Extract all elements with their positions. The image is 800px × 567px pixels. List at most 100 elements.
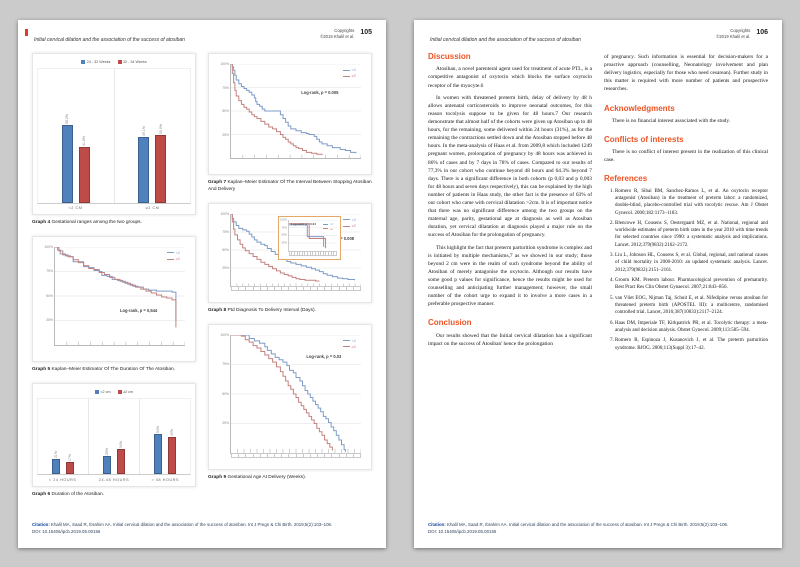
legend-swatch: [117, 389, 122, 394]
discussion-body: Atosiban, a novel parenteral agent used …: [428, 65, 592, 312]
km-curve-≥2: [55, 247, 176, 327]
log-rank-annotation: Log-rank, p = 0.04: [291, 221, 316, 226]
bar-value-label: 49.1%: [141, 126, 146, 136]
citation-text: Khalil MA, Saad R, Ibrahim AA. Initial c…: [447, 522, 729, 528]
list-item: Atosiban, a novel parenteral agent used …: [428, 66, 592, 89]
km-legend: <2 ≥2: [340, 336, 358, 351]
doi-text: DOI: 10.15406/ipcb.2019.05.00156: [428, 529, 497, 535]
legend-entry: <2: [342, 217, 356, 223]
list-item: Blencowe H, Cousens S, Oestergaard MZ, e…: [615, 220, 768, 249]
bar-value-label: 21%: [54, 450, 58, 458]
references-heading: References: [604, 174, 648, 184]
km-inset-chart: 100% 75% 50% 25% <2 ≥2 Log-rank, p = 0.04: [279, 217, 340, 259]
bar: [103, 455, 111, 475]
category-axis: < 24 HOURS 24-48 HOURS > 48 HOURS: [48, 477, 180, 482]
km-legend: <2 ≥2: [340, 66, 358, 81]
km-curve-<2: [289, 225, 324, 247]
log-rank-annotation: Log-rank, p = 0.03: [306, 353, 342, 359]
graph-4-caption-text: Gestational ranges among the two groups.: [51, 220, 142, 225]
km-curve-≥2: [231, 335, 332, 451]
graph-6-label: Graph 6: [32, 491, 51, 497]
running-title: Initial cervical dilation and the associ…: [430, 37, 581, 43]
km-curve-<2: [231, 64, 356, 153]
copyright-word: Copyrights: [730, 28, 751, 33]
km-curve-≥2: [289, 224, 326, 249]
graph-8-caption: Graph 8 Ptd Diagnosis To Delivery Interv…: [208, 308, 372, 315]
page-header: Initial cervical dilation and the associ…: [25, 28, 372, 46]
list-item: Haas DM, Imperiale TF, Kirkpatrick PR, e…: [615, 320, 768, 335]
bar: [138, 136, 150, 203]
km-legend: <2 ≥2: [340, 215, 358, 231]
graph-6-caption-text: Duration of the Atosiban.: [51, 491, 105, 497]
graph-4-bar-chart: 24 - 32 Weeks 32 - 34 Weeks 58.2% 41.8% 49.1…: [32, 53, 196, 215]
bar-value-label: 41.8%: [82, 135, 87, 146]
y-tick-label: 100%: [220, 212, 229, 217]
bar: [117, 448, 125, 475]
bar-value-label: 50.9%: [158, 123, 163, 134]
y-tick-label: 75%: [46, 269, 53, 274]
bar-group: 49.1% 50.9%: [115, 69, 191, 203]
citation-label: Citation:: [428, 522, 446, 528]
y-tick-label: 50%: [222, 109, 229, 114]
list-item: Liu L, Johnson HL, Cousens S, et al. Glo…: [615, 252, 768, 274]
page-header: Initial cervical dilation and the associ…: [428, 28, 768, 46]
graph-5-caption-text: Kaplan–Meier Estimator Of The Duration O…: [51, 366, 176, 372]
bar-group: 21% 17%: [38, 398, 89, 475]
conclusion-heading: Conclusion: [428, 318, 472, 328]
log-rank-annotation: Log-rank, p = 0.005: [301, 90, 339, 96]
graph-7-km-chart: 100% 75% 50% 25% <2 ≥2 Log-rank, p = 0.005: [208, 53, 372, 175]
km-curve-≥2: [231, 64, 322, 155]
copyright-word: Copyrights: [334, 28, 355, 33]
graph-4-label: Graph 4: [32, 220, 51, 225]
legend-entry: ≥2 cm: [117, 389, 133, 394]
y-tick-label: 100%: [220, 333, 229, 338]
bar-value-label: 58.2%: [65, 113, 70, 124]
graph-4-caption: Graph 4 Gestational ranges among the two…: [32, 220, 196, 227]
copyright-note: Copyrights ©2019 Khalil et al.: [320, 28, 354, 39]
bar-value-label: 54%: [156, 425, 160, 433]
citation-label: Citation:: [32, 522, 50, 528]
y-tick-label: 100%: [220, 62, 229, 67]
graph7: 100% 75% 50% 25% <2 ≥2 Log-rank, p = 0.005: [213, 58, 367, 170]
conflicts-heading: Conflicts of interests: [604, 134, 684, 144]
graph-7-caption: Graph 7 Kaplan–Meier Estimator Of The In…: [208, 180, 372, 194]
page-number: 106: [756, 29, 768, 36]
acknowledgments-heading: Acknowledgments: [604, 103, 675, 113]
y-tick-label: 100%: [280, 218, 287, 222]
acknowledgments-text: There is no financial interest associate…: [612, 117, 731, 124]
legend-entry: ≥2: [166, 256, 180, 262]
conflicts-text: There is no conflict of interest present…: [604, 149, 768, 164]
bar: [66, 461, 74, 475]
legend-swatch: [94, 389, 99, 394]
y-tick-label: 75%: [222, 230, 229, 235]
legend-entry: <2: [342, 67, 356, 73]
conflicts-body: There is no conflict of interest present…: [604, 148, 768, 168]
graph9: 100% 75% 50% 25% <2 ≥2 Log-rank, p = 0.03: [213, 329, 367, 465]
doi-text: DOI: 10.15406/ipcb.2019.05.00156: [32, 529, 101, 535]
copyright-year: ©2019 Khalil et al.: [320, 33, 355, 39]
y-tick-label: 50%: [222, 392, 229, 397]
km-curve-<2: [231, 335, 345, 452]
graph-9-label: Graph 9: [208, 474, 227, 480]
list-item: Romero R, Sibai BM, Sanchez-Ramos L, et …: [615, 188, 768, 217]
chart-legend: <2 cm ≥2 cm: [37, 388, 191, 398]
page-right: Initial cervical dilation and the associ…: [414, 20, 782, 548]
bar: [61, 124, 73, 203]
bar-group: 25% 34%: [89, 398, 140, 475]
graph4: 24 - 32 Weeks 32 - 34 Weeks 58.2% 41.8% 49.1…: [37, 58, 191, 210]
legend-swatch: [81, 60, 86, 64]
legend-entry: 32 - 34 Weeks: [117, 60, 147, 64]
graph-9-caption: Graph 9 Gestational Age At Delivery (Wee…: [208, 475, 372, 482]
legend-entry: 24 - 32 Weeks: [81, 60, 111, 64]
bar-group: 54% 49%: [140, 399, 190, 475]
legend-entry: ≥2: [342, 344, 356, 350]
bar-plot-area: 21% 17% 25% 34% 54% 49%: [37, 397, 191, 476]
y-tick-label: 100%: [44, 245, 53, 250]
legend-entry: <2: [322, 222, 333, 226]
citation-footer: Citation: Khalil MA, Saad R, Ibrahim AA.…: [428, 522, 768, 536]
chart-legend: 24 - 32 Weeks 32 - 34 Weeks: [37, 58, 191, 68]
graph-8-caption-text: Ptd Diagnosis To Delivery Interval (Days…: [227, 307, 316, 313]
list-item: In women with threatened preterm birth, …: [428, 94, 592, 239]
